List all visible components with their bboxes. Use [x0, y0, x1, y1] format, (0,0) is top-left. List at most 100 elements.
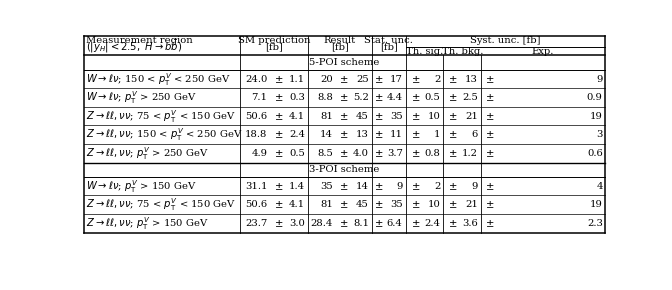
Text: $\pm$: $\pm$	[411, 74, 420, 85]
Text: 3.7: 3.7	[387, 149, 403, 158]
Text: 19: 19	[590, 200, 603, 209]
Text: $\pm$: $\pm$	[374, 129, 384, 140]
Text: $Z \rightarrow \ell\ell, \nu\nu$; $p_{\mathrm{T}}^{V}$ > 250 GeV: $Z \rightarrow \ell\ell, \nu\nu$; $p_{\m…	[86, 145, 209, 162]
Text: 1.2: 1.2	[462, 149, 478, 158]
Text: 35: 35	[320, 182, 333, 191]
Text: $\pm$: $\pm$	[485, 111, 495, 122]
Text: 10: 10	[427, 200, 440, 209]
Text: $\pm$: $\pm$	[448, 92, 458, 103]
Text: 6.4: 6.4	[387, 219, 403, 228]
Text: $W \rightarrow \ell\nu$; $p_{\mathrm{T}}^{V}$ > 250 GeV: $W \rightarrow \ell\nu$; $p_{\mathrm{T}}…	[86, 89, 197, 106]
Text: 3-POI scheme: 3-POI scheme	[309, 165, 380, 174]
Text: $Z \rightarrow \ell\ell, \nu\nu$; 75 < $p_{\mathrm{T}}^{V}$ < 150 GeV: $Z \rightarrow \ell\ell, \nu\nu$; 75 < $…	[86, 108, 236, 125]
Text: $\pm$: $\pm$	[274, 129, 284, 140]
Text: $\pm$: $\pm$	[339, 74, 348, 85]
Text: $W \rightarrow \ell\nu$; 150 < $p_{\mathrm{T}}^{V}$ < 250 GeV: $W \rightarrow \ell\nu$; 150 < $p_{\math…	[86, 71, 230, 88]
Text: 13: 13	[356, 130, 369, 139]
Text: 20: 20	[320, 75, 333, 84]
Text: 4.0: 4.0	[353, 149, 369, 158]
Text: $\pm$: $\pm$	[485, 92, 495, 103]
Text: 0.9: 0.9	[587, 93, 603, 102]
Text: Exp.: Exp.	[532, 47, 554, 56]
Text: 4.1: 4.1	[289, 112, 305, 121]
Text: $\pm$: $\pm$	[374, 199, 384, 210]
Text: SM prediction: SM prediction	[238, 36, 310, 45]
Text: $\pm$: $\pm$	[485, 129, 495, 140]
Text: 4: 4	[596, 182, 603, 191]
Text: 2.4: 2.4	[424, 219, 440, 228]
Text: Th. sig.: Th. sig.	[406, 47, 444, 56]
Text: $\pm$: $\pm$	[274, 148, 284, 159]
Text: 6: 6	[472, 130, 478, 139]
Text: 17: 17	[390, 75, 403, 84]
Text: $W \rightarrow \ell\nu$; $p_{\mathrm{T}}^{V}$ > 150 GeV: $W \rightarrow \ell\nu$; $p_{\mathrm{T}}…	[86, 178, 197, 195]
Text: $\pm$: $\pm$	[485, 199, 495, 210]
Text: Measurement region: Measurement region	[86, 36, 193, 45]
Text: 18.8: 18.8	[245, 130, 267, 139]
Text: 10: 10	[427, 112, 440, 121]
Text: Th. bkg.: Th. bkg.	[442, 47, 483, 56]
Text: $\pm$: $\pm$	[485, 74, 495, 85]
Text: [fb]: [fb]	[265, 43, 283, 52]
Text: $\pm$: $\pm$	[411, 218, 420, 229]
Text: $Z \rightarrow \ell\ell, \nu\nu$; 150 < $p_{\mathrm{T}}^{V}$ < 250 GeV: $Z \rightarrow \ell\ell, \nu\nu$; 150 < …	[86, 126, 243, 143]
Text: [fb]: [fb]	[331, 43, 349, 52]
Text: $\pm$: $\pm$	[339, 181, 348, 192]
Text: 1.4: 1.4	[289, 182, 305, 191]
Text: $\pm$: $\pm$	[339, 129, 348, 140]
Text: 35: 35	[390, 112, 403, 121]
Text: $\pm$: $\pm$	[411, 199, 420, 210]
Text: $\pm$: $\pm$	[274, 218, 284, 229]
Text: $\pm$: $\pm$	[374, 181, 384, 192]
Text: 5-POI scheme: 5-POI scheme	[309, 58, 380, 67]
Text: 0.6: 0.6	[587, 149, 603, 158]
Text: $\pm$: $\pm$	[411, 111, 420, 122]
Text: $\pm$: $\pm$	[448, 199, 458, 210]
Text: $\pm$: $\pm$	[411, 181, 420, 192]
Text: 2.4: 2.4	[289, 130, 305, 139]
Text: 9: 9	[396, 182, 403, 191]
Text: 0.5: 0.5	[289, 149, 305, 158]
Text: 8.5: 8.5	[317, 149, 333, 158]
Text: 9: 9	[471, 182, 478, 191]
Text: 25: 25	[356, 75, 369, 84]
Text: 9: 9	[596, 75, 603, 84]
Text: $\pm$: $\pm$	[374, 111, 384, 122]
Text: $\pm$: $\pm$	[374, 218, 384, 229]
Text: $\pm$: $\pm$	[448, 218, 458, 229]
Text: Syst. unc. [fb]: Syst. unc. [fb]	[470, 36, 540, 45]
Text: 5.2: 5.2	[353, 93, 369, 102]
Text: $\pm$: $\pm$	[374, 92, 384, 103]
Text: Result: Result	[324, 36, 356, 45]
Text: $\pm$: $\pm$	[485, 148, 495, 159]
Text: $\pm$: $\pm$	[448, 181, 458, 192]
Text: 81: 81	[320, 200, 333, 209]
Text: $\pm$: $\pm$	[448, 129, 458, 140]
Text: $\pm$: $\pm$	[485, 218, 495, 229]
Text: [fb]: [fb]	[380, 43, 398, 52]
Text: $\pm$: $\pm$	[339, 92, 348, 103]
Text: 50.6: 50.6	[245, 200, 267, 209]
Text: $\pm$: $\pm$	[374, 148, 384, 159]
Text: 35: 35	[390, 200, 403, 209]
Text: 2.3: 2.3	[587, 219, 603, 228]
Text: 31.1: 31.1	[245, 182, 267, 191]
Text: 8.8: 8.8	[317, 93, 333, 102]
Text: $\pm$: $\pm$	[411, 148, 420, 159]
Text: $\pm$: $\pm$	[339, 111, 348, 122]
Text: $(|y_H| < 2.5,\ H \rightarrow b\bar{b})$: $(|y_H| < 2.5,\ H \rightarrow b\bar{b})$	[86, 39, 182, 55]
Text: 0.3: 0.3	[289, 93, 305, 102]
Text: $Z \rightarrow \ell\ell, \nu\nu$; $p_{\mathrm{T}}^{V}$ > 150 GeV: $Z \rightarrow \ell\ell, \nu\nu$; $p_{\m…	[86, 215, 209, 232]
Text: $\pm$: $\pm$	[374, 74, 384, 85]
Text: $\pm$: $\pm$	[339, 218, 348, 229]
Text: $\pm$: $\pm$	[274, 181, 284, 192]
Text: 3.0: 3.0	[289, 219, 305, 228]
Text: 50.6: 50.6	[245, 112, 267, 121]
Text: 28.4: 28.4	[310, 219, 333, 228]
Text: 81: 81	[320, 112, 333, 121]
Text: $\pm$: $\pm$	[448, 148, 458, 159]
Text: 3: 3	[596, 130, 603, 139]
Text: $\pm$: $\pm$	[339, 148, 348, 159]
Text: 23.7: 23.7	[245, 219, 267, 228]
Text: 13: 13	[465, 75, 478, 84]
